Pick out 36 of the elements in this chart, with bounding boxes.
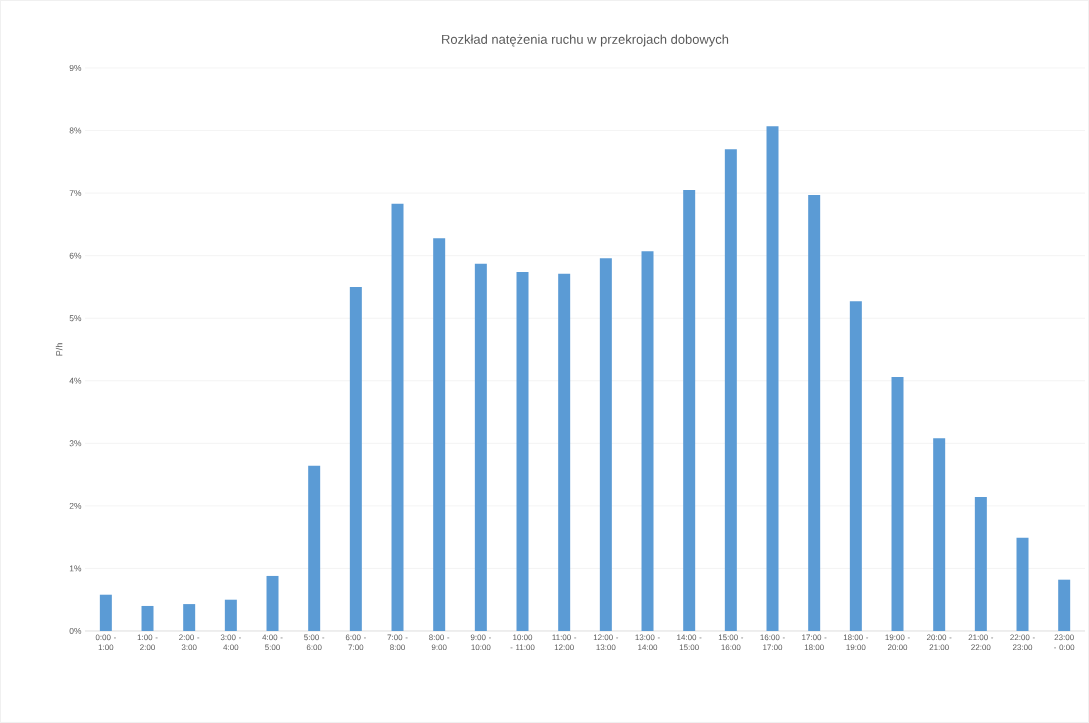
chart-title: Rozkład natężenia ruchu w przekrojach dobowych bbox=[442, 34, 729, 47]
bar bbox=[766, 126, 779, 631]
y-tick-label: 3% bbox=[69, 440, 82, 447]
bar bbox=[141, 605, 154, 631]
bar bbox=[641, 251, 654, 631]
bar bbox=[99, 594, 112, 631]
bar bbox=[433, 238, 446, 631]
bar bbox=[891, 377, 904, 631]
bar bbox=[183, 604, 196, 631]
bar bbox=[474, 263, 487, 631]
bar bbox=[516, 271, 529, 631]
bar bbox=[349, 286, 362, 631]
bar bbox=[683, 189, 696, 631]
bar bbox=[599, 258, 612, 631]
bar bbox=[308, 465, 321, 631]
y-tick-label: 5% bbox=[69, 315, 82, 322]
y-tick-label: 0% bbox=[69, 627, 82, 634]
bar bbox=[266, 575, 279, 631]
y-tick-label: 7% bbox=[69, 190, 82, 197]
bar bbox=[391, 203, 404, 631]
bar bbox=[974, 497, 987, 631]
bar bbox=[1058, 579, 1071, 631]
y-tick-label: 2% bbox=[69, 502, 82, 509]
y-tick-label: 1% bbox=[69, 565, 82, 572]
bar bbox=[224, 599, 237, 631]
bar bbox=[1016, 537, 1029, 631]
y-tick-label: 6% bbox=[69, 252, 82, 259]
y-axis-title: P/h bbox=[55, 343, 63, 356]
bar bbox=[933, 438, 946, 631]
y-tick-label: 8% bbox=[69, 127, 82, 134]
y-tick-label: 4% bbox=[69, 377, 82, 384]
bar bbox=[849, 301, 862, 631]
bar bbox=[558, 273, 571, 631]
bar bbox=[808, 194, 821, 631]
y-tick-label: 9% bbox=[69, 64, 82, 71]
bar bbox=[724, 149, 737, 631]
